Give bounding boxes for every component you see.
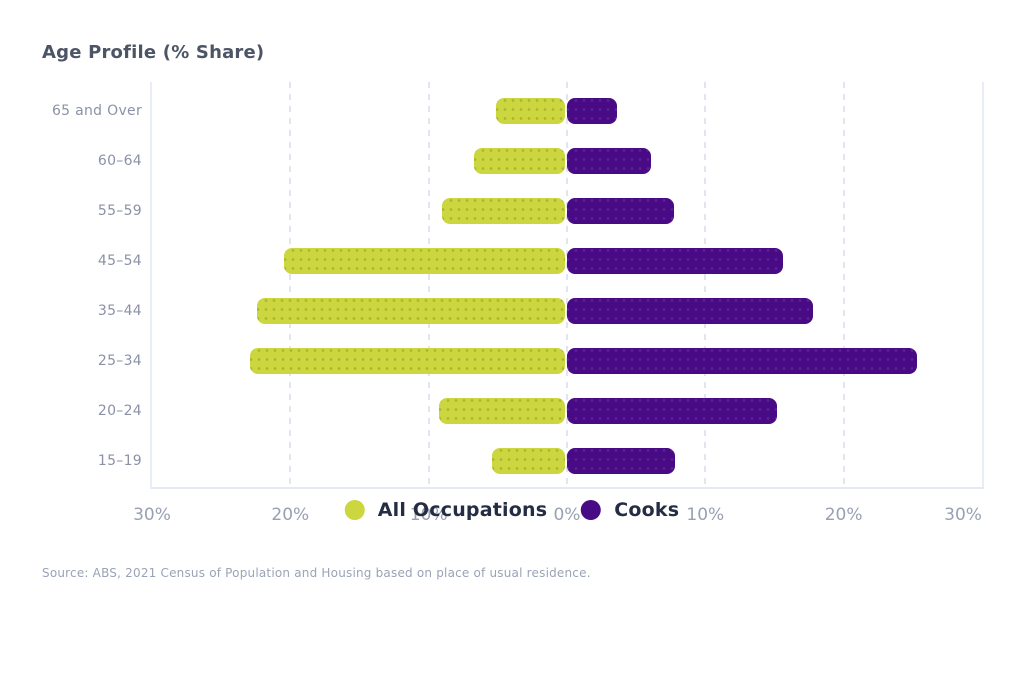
bar-cooks-8: [567, 448, 675, 474]
bar-cooks-7: [567, 398, 778, 424]
gridline-20pct: [289, 82, 292, 487]
bar-cooks-2: [567, 148, 652, 174]
x-tick-label: 20%: [271, 505, 310, 525]
bar-all-occupations-6: [249, 348, 565, 374]
legend-marker-icon: [581, 500, 602, 520]
gridline-20pct: [842, 82, 845, 487]
bar-all-occupations-2: [473, 148, 565, 174]
source-note: Source: ABS, 2021 Census of Population a…: [42, 566, 591, 580]
bar-all-occupations-7: [439, 398, 565, 424]
legend-item-cooks[interactable]: Cooks: [581, 499, 679, 521]
category-label: 55–59: [97, 203, 142, 219]
category-label: 20–24: [97, 403, 142, 419]
x-tick-label: 10%: [409, 505, 448, 525]
bar-cooks-1: [567, 98, 617, 124]
x-tick-label: 20%: [824, 505, 863, 525]
legend-item-all-occupations[interactable]: All Occupations: [344, 499, 548, 521]
legend-marker-icon: [344, 500, 365, 520]
x-axis-line: [150, 487, 984, 489]
x-tick-label: 30%: [944, 505, 982, 525]
category-label: 35–44: [97, 303, 142, 319]
gridline-10pct: [704, 82, 707, 487]
bar-cooks-6: [567, 348, 917, 374]
bar-all-occupations-5: [256, 298, 565, 324]
plot-right-border: [982, 82, 984, 487]
gridline-0pct-center: [565, 82, 568, 487]
bar-all-occupations-3: [441, 198, 565, 224]
plot-left-border: [150, 82, 152, 487]
x-tick-label: 0%: [553, 505, 581, 525]
bar-cooks-4: [567, 248, 783, 274]
legend-label: All Occupations: [377, 499, 548, 521]
bar-cooks-3: [567, 198, 674, 224]
gridline-10pct: [427, 82, 430, 487]
bar-all-occupations-1: [495, 98, 565, 124]
legend: All Occupations Cooks: [344, 499, 679, 521]
category-label: 15–19: [97, 453, 142, 469]
category-label: 25–34: [97, 353, 142, 369]
bar-all-occupations-8: [491, 448, 565, 474]
bar-cooks-5: [567, 298, 814, 324]
bar-all-occupations-4: [284, 248, 565, 274]
category-label: 45–54: [97, 253, 142, 269]
chart-title: Age Profile (% Share): [42, 42, 265, 63]
legend-label: Cooks: [614, 499, 680, 521]
x-tick-label: 10%: [686, 505, 725, 525]
category-label: 60–64: [97, 153, 142, 169]
x-tick-label: 30%: [133, 505, 171, 525]
category-label: 65 and Over: [51, 103, 142, 119]
plot-area: [150, 82, 984, 489]
